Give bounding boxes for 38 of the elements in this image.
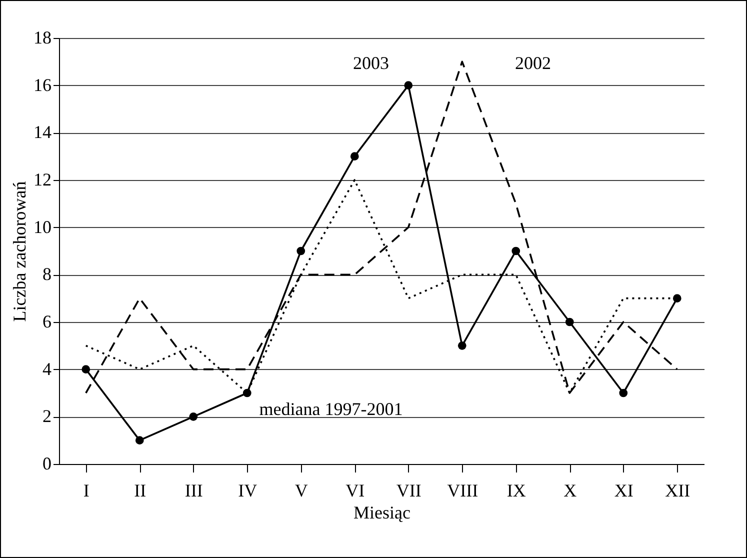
x-tick-label: VIII — [447, 480, 478, 500]
x-tick-label: V — [294, 480, 308, 500]
y-tick-label: 16 — [34, 74, 52, 95]
series-label: 2003 — [353, 53, 389, 73]
y-tick-label: 18 — [34, 28, 52, 48]
x-tick-label: II — [134, 480, 146, 500]
y-tick-label: 14 — [34, 122, 52, 142]
y-tick-label: 12 — [34, 170, 52, 190]
x-tick-label: VI — [346, 480, 365, 500]
point — [82, 365, 90, 374]
point — [512, 246, 520, 256]
point — [189, 412, 198, 421]
point — [458, 341, 466, 350]
x-tick-label: XII — [665, 480, 690, 500]
point — [672, 294, 682, 303]
point — [296, 246, 306, 256]
y-tick-label: 0 — [42, 454, 52, 474]
point — [619, 388, 628, 398]
y-tick-label: 2 — [42, 406, 52, 426]
y-tick-label: 10 — [34, 216, 52, 237]
y-tick-label: 8 — [42, 264, 52, 284]
x-tick-label: VII — [396, 480, 422, 500]
x-tick-label: I — [83, 480, 90, 500]
x-tick-label: III — [184, 480, 203, 500]
y-tick-label: 4 — [42, 358, 52, 379]
x-tick-label: IX — [506, 480, 526, 500]
text: 2002 — [515, 53, 551, 73]
x-axis-title: Miesiąc — [354, 502, 410, 522]
y-tick-label: 6 — [42, 312, 52, 332]
point — [350, 152, 359, 161]
y-axis-title: Liczba zachorowań — [10, 181, 30, 322]
x-tick-label: X — [564, 480, 577, 500]
series-label: mediana 1997-2001 — [259, 399, 403, 419]
point — [404, 81, 413, 90]
point — [135, 436, 144, 445]
x-tick-label: IV — [238, 480, 258, 500]
x-tick-label: XI — [614, 480, 634, 500]
point — [565, 318, 574, 326]
